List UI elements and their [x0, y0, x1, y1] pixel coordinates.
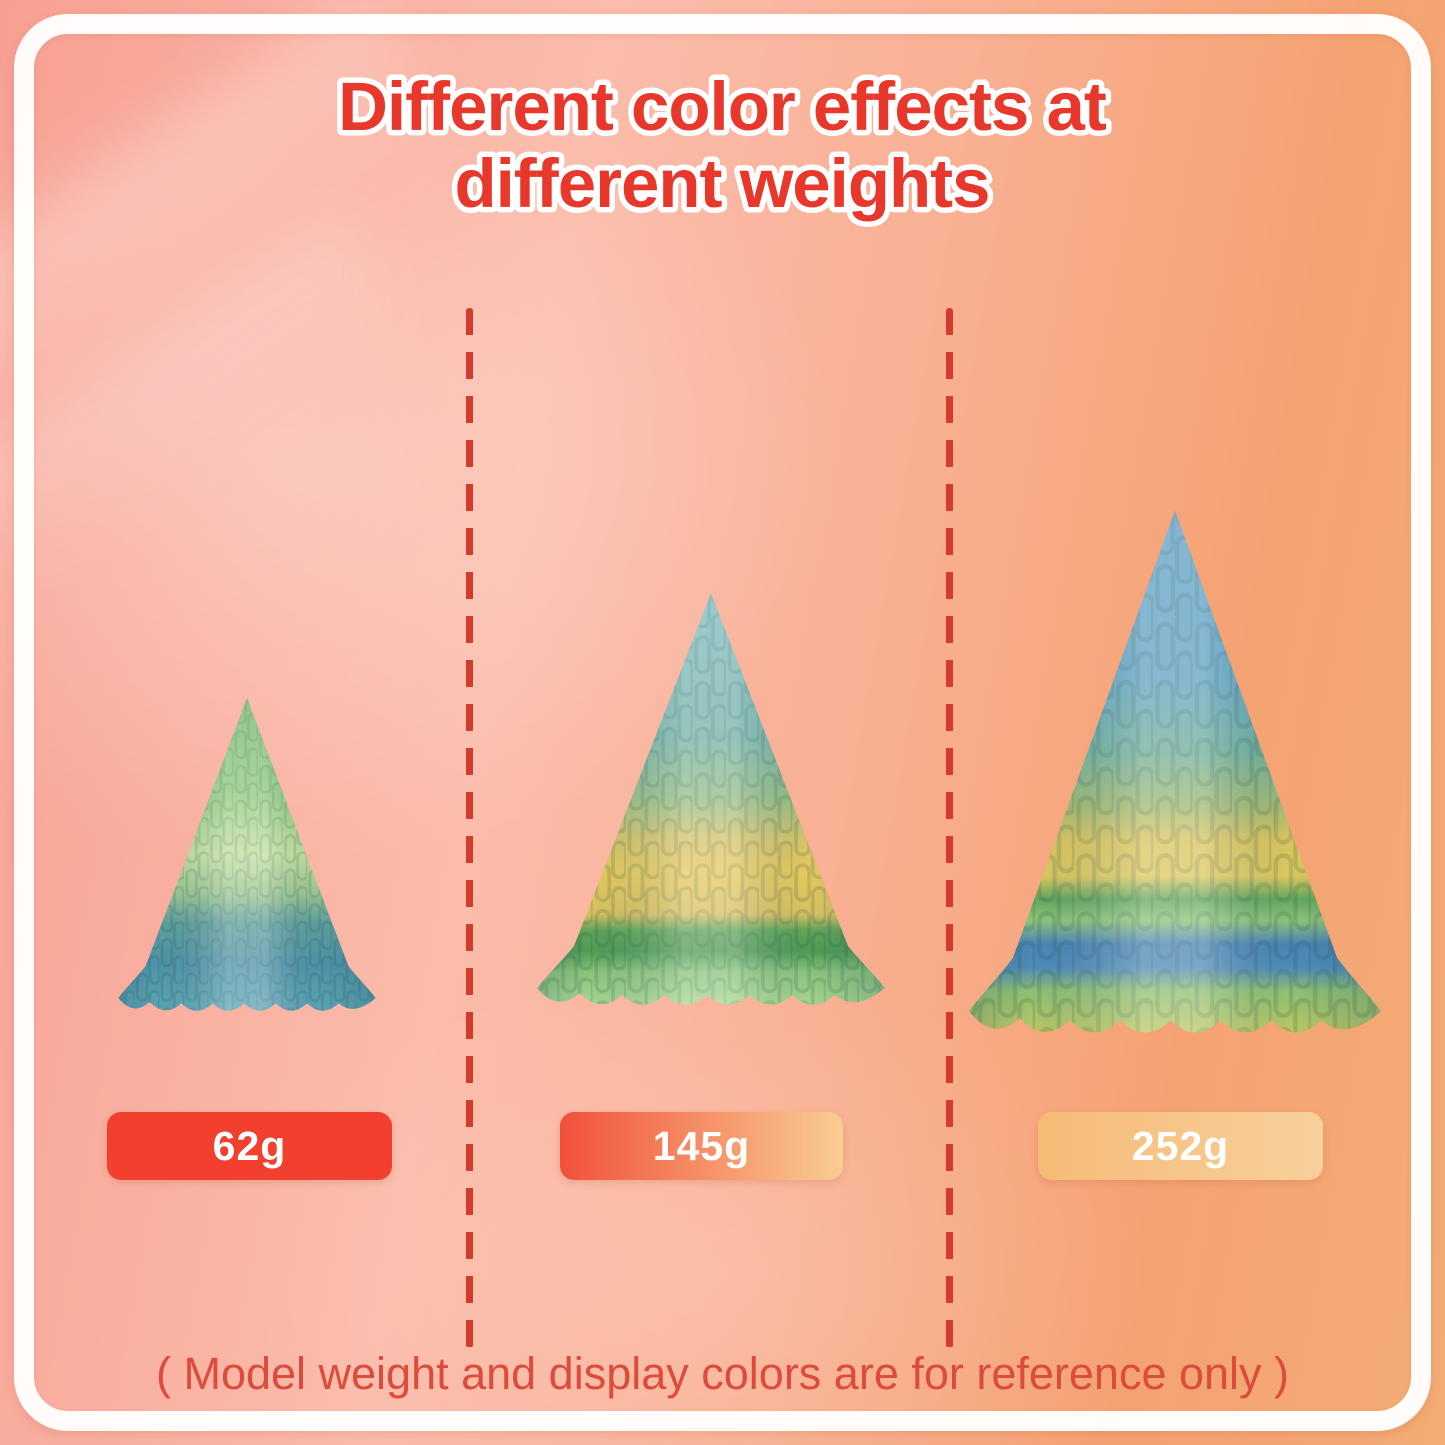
- tree-shading: [118, 698, 376, 1011]
- tree-photo-62g: [118, 698, 376, 1011]
- weight-badge-252g: 252g: [1038, 1112, 1323, 1180]
- light-streak-decoration: [0, 214, 423, 596]
- title-line-2: different weights: [454, 145, 989, 222]
- dashed-divider-right: [946, 308, 953, 1348]
- dashed-divider-left: [466, 308, 473, 1348]
- title-line-1: Different color effects at: [338, 68, 1107, 145]
- tree-shading: [537, 593, 885, 1005]
- weight-badge-62g: 62g: [107, 1112, 392, 1180]
- page-title: Different color effects at different wei…: [333, 63, 1114, 228]
- weight-badge-145g: 145g: [560, 1112, 843, 1180]
- footnote-disclaimer: ( Model weight and display colors are fo…: [155, 1348, 1290, 1399]
- tree-shading: [969, 510, 1381, 1033]
- tree-photo-145g: [537, 593, 885, 1005]
- tree-photo-252g: [969, 510, 1381, 1033]
